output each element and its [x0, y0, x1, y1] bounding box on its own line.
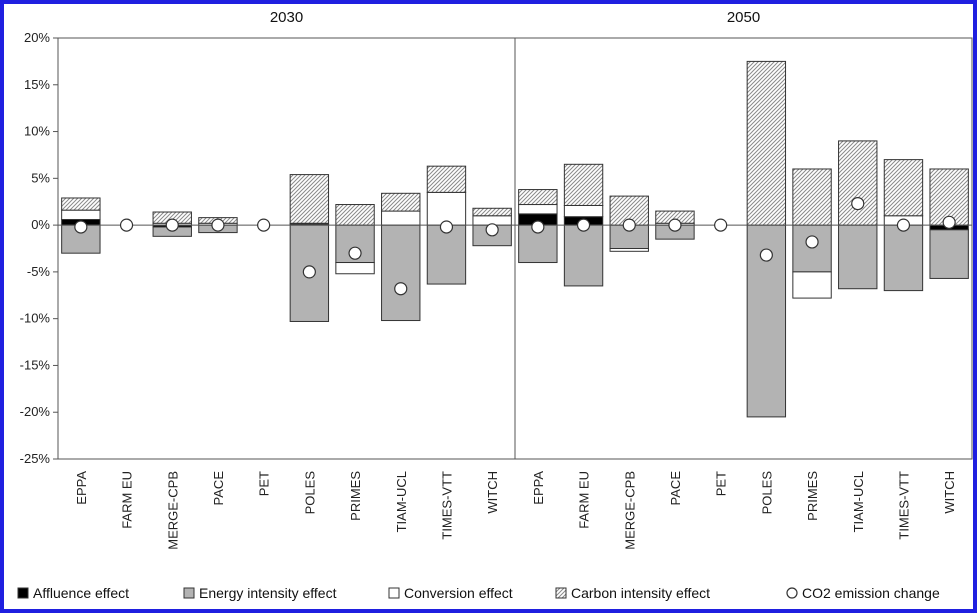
co2-change-marker [942, 215, 956, 229]
legend-label: Carbon intensity effect [571, 585, 710, 601]
category-label: POLES [302, 471, 317, 515]
legend: Affluence effect Energy intensity effect C… [17, 585, 940, 601]
legend-label: Affluence effect [33, 585, 129, 601]
bar-segment-energy-intensity-effect [883, 224, 924, 292]
category-label: PET [714, 471, 729, 496]
bar-segment-conversion-effect [61, 209, 101, 220]
y-tick-label: 10% [24, 124, 50, 139]
bar-segment-carbon-intensity-effect [746, 60, 787, 226]
bar-segment-carbon-intensity-effect [838, 140, 878, 226]
bar-segment-energy-intensity-effect [563, 224, 604, 287]
axes-layer [53, 37, 973, 460]
markers-layer [74, 196, 956, 296]
co2-change-marker [165, 218, 179, 232]
bar-segment-carbon-intensity-effect [518, 189, 558, 206]
category-label: TIMES-VTT [439, 471, 454, 540]
bar-segment-energy-intensity-effect [426, 224, 467, 285]
category-label: TIAM-UCL [394, 471, 409, 532]
category-label: FARM EU [577, 471, 592, 529]
legend-swatch [183, 587, 195, 599]
legend-label: Conversion effect [404, 585, 513, 601]
bar-segment-carbon-intensity-effect [883, 159, 924, 217]
category-label: PACE [668, 471, 683, 506]
category-label: EPPA [531, 471, 546, 505]
co2-change-marker [348, 246, 362, 260]
co2-change-marker [759, 248, 773, 262]
co2-change-marker [257, 218, 271, 232]
co2-change-marker [714, 218, 728, 232]
legend-symbol-circle [786, 587, 798, 599]
category-label: MERGE-CPB [165, 471, 180, 550]
y-tick-label: -15% [20, 357, 51, 372]
bar-segment-conversion-effect [335, 262, 375, 275]
y-tick-label: 15% [24, 77, 50, 92]
y-tick-label: 5% [31, 170, 50, 185]
category-label: TIMES-VTT [896, 471, 911, 540]
category-label: FARM EU [120, 471, 135, 529]
y-tick-label: -25% [20, 451, 51, 466]
category-label: PACE [211, 471, 226, 506]
bar-segment-carbon-intensity-effect [335, 204, 375, 226]
bar-segment-carbon-intensity-effect [792, 168, 832, 226]
bar-segment-conversion-effect [381, 210, 421, 226]
bar-segment-conversion-effect [609, 248, 649, 252]
legend-label: CO2 emission change [802, 585, 940, 601]
bar-segment-carbon-intensity-effect [563, 163, 604, 206]
bar-segment-conversion-effect [426, 191, 467, 226]
bar-segment-energy-intensity-effect [929, 229, 969, 279]
co2-change-marker [74, 220, 88, 234]
co2-change-marker [302, 265, 316, 279]
category-label: MERGE-CPB [622, 471, 637, 550]
y-tick-label: -20% [20, 404, 51, 419]
co2-change-marker [439, 220, 454, 234]
co2-change-marker [485, 223, 499, 237]
co2-change-marker [394, 282, 408, 296]
y-tick-label: -5% [27, 264, 51, 279]
co2-change-marker [896, 218, 911, 232]
y-tick-label: 0% [31, 217, 50, 232]
y-tick-label: -10% [20, 311, 51, 326]
legend-swatch [388, 587, 400, 599]
bar-segment-energy-intensity-effect [838, 224, 878, 290]
co2-change-marker [576, 218, 591, 232]
co2-change-marker [668, 218, 682, 232]
legend-swatch [17, 587, 29, 599]
bar-segment-conversion-effect [563, 204, 604, 218]
co2-change-marker [211, 218, 225, 232]
category-label: WITCH [485, 471, 500, 514]
bar-segment-energy-intensity-effect [381, 224, 421, 322]
co2-change-marker [622, 218, 636, 232]
bar-segment-carbon-intensity-effect [61, 197, 101, 211]
bar-segment-carbon-intensity-effect [472, 207, 512, 217]
bar-segment-carbon-intensity-effect [381, 192, 421, 212]
labels-layer: 20% 15% 10% 5% 0% -5% -10% -15% -20% -25% EPPA FARM… [20, 9, 958, 550]
co2-change-marker [119, 218, 134, 232]
panel-title: 2030 [270, 9, 303, 26]
co2-change-marker [851, 196, 865, 211]
co2-change-marker [531, 220, 545, 234]
category-label: EPPA [74, 471, 89, 505]
legend-swatch [555, 587, 567, 599]
category-label: PRIMES [348, 471, 363, 521]
category-label: PRIMES [805, 471, 820, 521]
category-label: WITCH [942, 471, 957, 514]
category-label: POLES [759, 471, 774, 515]
bar-segment-conversion-effect [518, 204, 558, 215]
y-tick-label: 20% [24, 30, 50, 45]
legend-label: Energy intensity effect [199, 585, 337, 601]
category-label: PET [257, 471, 272, 496]
co2-change-marker [805, 235, 819, 249]
bar-segment-conversion-effect [792, 271, 832, 299]
bar-segment-carbon-intensity-effect [289, 174, 330, 224]
panel-title: 2050 [727, 9, 760, 26]
category-label: TIAM-UCL [851, 471, 866, 532]
bar-segment-carbon-intensity-effect [426, 165, 467, 193]
